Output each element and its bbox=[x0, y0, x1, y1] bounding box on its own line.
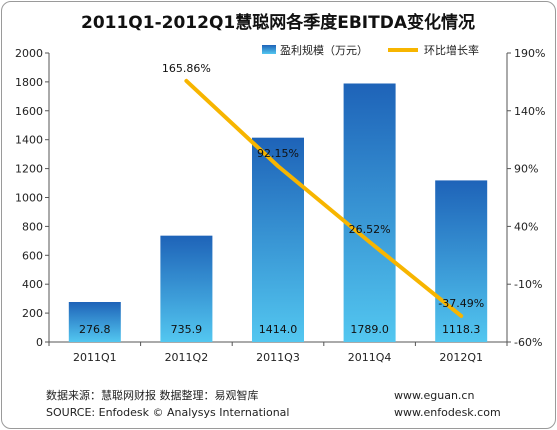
bars bbox=[68, 83, 488, 342]
bar-value-label: 1789.0 bbox=[350, 323, 389, 336]
chart-title: 2011Q1-2012Q1慧聪网各季度EBITDA变化情况 bbox=[81, 12, 475, 33]
growth-line bbox=[184, 78, 464, 318]
y-left-tick-label: 600 bbox=[22, 249, 43, 262]
legend: 盈利规模（万元） 环比增长率 bbox=[262, 43, 479, 57]
footer-source-en: SOURCE: Enfodesk © Analysys Internationa… bbox=[46, 406, 290, 419]
line-value-label: -37.49% bbox=[438, 297, 484, 310]
y-left-tick-label: 1200 bbox=[15, 163, 43, 176]
y-left-tick-label: 800 bbox=[22, 220, 43, 233]
y-left-tick-label: 400 bbox=[22, 278, 43, 291]
bar bbox=[160, 235, 213, 342]
bar-value-label: 735.9 bbox=[171, 323, 203, 336]
footer-source-cn: 数据来源：慧聪网财报 数据整理：易观智库 bbox=[46, 389, 259, 402]
bar-value-label: 1118.3 bbox=[442, 323, 481, 336]
footer-url-enfodesk: www.enfodesk.com bbox=[394, 406, 501, 419]
y-left-tick-label: 1800 bbox=[15, 76, 43, 89]
x-category-label: 2011Q2 bbox=[165, 351, 209, 364]
y-left-tick-label: 200 bbox=[22, 307, 43, 320]
legend-bar-label: 盈利规模（万元） bbox=[280, 43, 368, 57]
line-value-label: 92.15% bbox=[257, 147, 299, 160]
y-right-tick-label: 140% bbox=[514, 105, 545, 118]
x-category-label: 2011Q4 bbox=[348, 351, 392, 364]
data-labels: 276.8 735.9 1414.0 1789.0 1118.3 165.86% 92.15… bbox=[79, 62, 484, 336]
x-category-label: 2011Q3 bbox=[256, 351, 300, 364]
y-right-tick-label: 190% bbox=[514, 47, 545, 60]
line-value-label: 26.52% bbox=[349, 223, 391, 236]
y-left-tick-label: 1400 bbox=[15, 134, 43, 147]
bar bbox=[252, 137, 304, 342]
bar-value-label: 276.8 bbox=[79, 323, 111, 336]
footer-urls: www.eguan.cn www.enfodesk.com bbox=[394, 387, 501, 421]
x-category-label: 2012Q1 bbox=[439, 351, 483, 364]
y-left-tick-label: 1600 bbox=[15, 105, 43, 118]
axes: 0 200 400 600 800 1000 1200 1400 1600 1800 2000 -60… bbox=[15, 47, 545, 364]
footer-url-eguan: www.eguan.cn bbox=[394, 389, 475, 402]
line-value-label: 165.86% bbox=[162, 62, 211, 75]
y-right-tick-label: 40% bbox=[514, 220, 538, 233]
y-left-tick-label: 0 bbox=[36, 336, 43, 349]
growth-line-path bbox=[184, 78, 464, 318]
y-right-tick-label: -10% bbox=[514, 278, 542, 291]
y-right-tick-label: -60% bbox=[514, 336, 542, 349]
legend-line-label: 环比增长率 bbox=[424, 43, 479, 57]
x-category-label: 2011Q1 bbox=[73, 351, 117, 364]
y-left-tick-label: 2000 bbox=[15, 47, 43, 60]
legend-bar-swatch bbox=[262, 45, 276, 54]
footer-source: 数据来源：慧聪网财报 数据整理：易观智库 SOURCE: Enfodesk © … bbox=[46, 387, 289, 421]
y-left-tick-label: 1000 bbox=[15, 192, 43, 205]
bar bbox=[343, 83, 396, 342]
bar bbox=[68, 302, 121, 342]
bar-value-label: 1414.0 bbox=[259, 323, 298, 336]
y-right-tick-label: 90% bbox=[514, 163, 538, 176]
